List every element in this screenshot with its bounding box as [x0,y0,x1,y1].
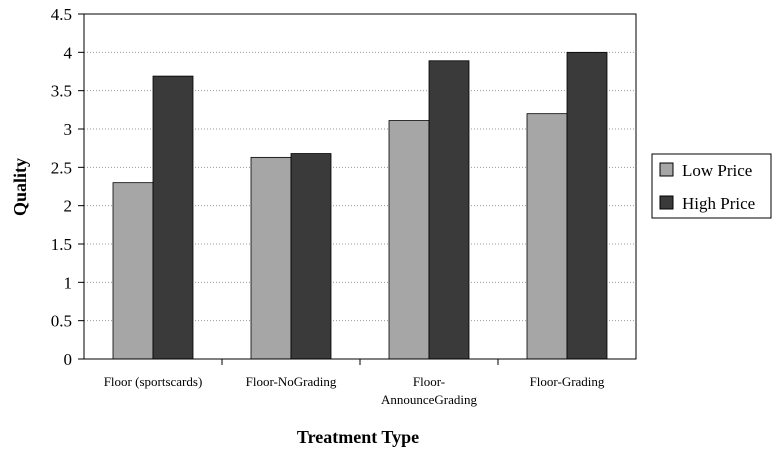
bar-low-price [250,156,292,360]
legend: Low Price High Price [651,153,772,219]
y-axis-title: Quality [10,158,30,216]
bar-high-price [290,153,332,360]
bar-low-price [526,113,568,360]
bar-low-price [112,182,154,360]
x-axis-categories: Floor (sportscards) Floor-NoGrading Floor-… [104,359,605,407]
legend-swatch-high-price [659,195,674,210]
legend-label-high-price: High Price [682,194,755,213]
y-tick-label: 2 [64,197,73,216]
bar-high-price [566,51,608,360]
y-tick-label: 1.5 [51,235,72,254]
x-category-label: Floor-Grading [530,374,605,389]
y-axis-ticks: 0 0.5 1 1.5 2 2.5 3 3.5 4 4.5 [51,5,84,369]
x-category-label: Floor-NoGrading [246,374,337,389]
bar-high-price [428,60,470,360]
x-category-label: AnnounceGrading [381,392,478,407]
y-tick-label: 0 [64,350,73,369]
x-axis-title: Treatment Type [297,427,419,447]
bar-high-price [152,75,194,360]
y-tick-label: 3.5 [51,82,72,101]
y-tick-label: 2.5 [51,158,72,177]
y-tick-label: 0.5 [51,312,72,331]
legend-swatch-low-price [659,162,674,177]
y-tick-label: 4 [64,43,73,62]
bar-low-price [388,120,430,360]
y-tick-label: 1 [64,273,73,292]
y-tick-label: 4.5 [51,5,72,24]
y-tick-label: 3 [64,120,73,139]
x-category-label: Floor- [413,374,445,389]
legend-label-low-price: Low Price [682,161,752,180]
bars [112,51,608,360]
x-category-label: Floor (sportscards) [104,374,203,389]
